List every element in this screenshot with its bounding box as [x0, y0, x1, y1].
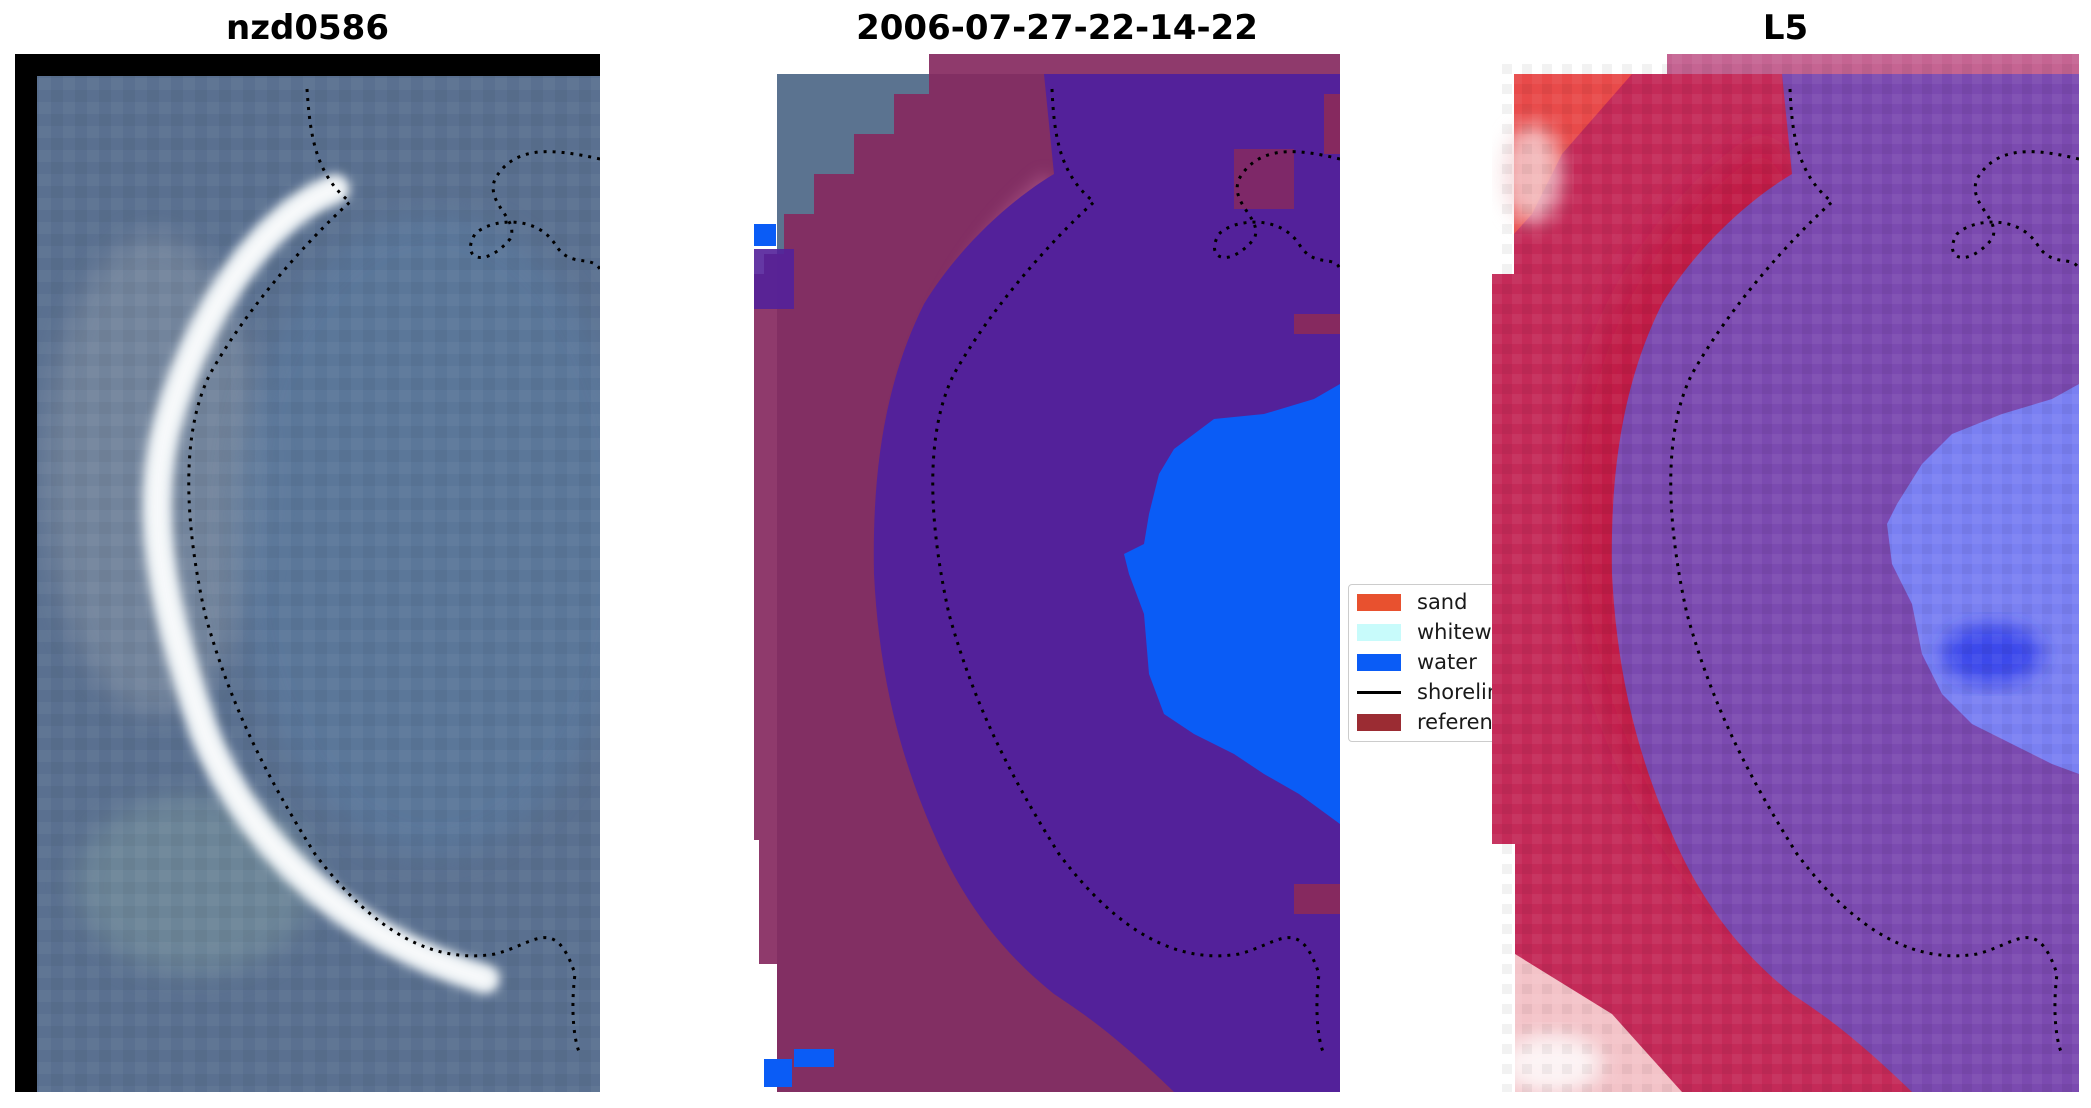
reference-swatch [1357, 713, 1401, 731]
water-swatch [1357, 653, 1401, 671]
index-image-panel [1492, 54, 2079, 1092]
index-image [1492, 54, 2079, 1092]
legend-label-sand: sand [1417, 590, 1468, 614]
rgb-image-panel [15, 54, 600, 1092]
shoreline-line-swatch [1357, 690, 1401, 694]
panel-title-index: L5 [1762, 8, 1809, 48]
classified-image-panel [754, 54, 1340, 1092]
legend-item-shoreline: shoreline [1357, 679, 1513, 705]
sand-swatch [1357, 593, 1401, 611]
panel-title-rgb: nzd0586 [226, 8, 389, 48]
classified-image [754, 54, 1340, 1092]
rgb-image [15, 54, 600, 1092]
legend-item-sand: sand [1357, 589, 1467, 615]
legend-item-water: water [1357, 649, 1477, 675]
panel-title-classified: 2006-07-27-22-14-22 [856, 8, 1258, 48]
whitewater-swatch [1357, 623, 1401, 641]
legend-label-water: water [1417, 650, 1477, 674]
